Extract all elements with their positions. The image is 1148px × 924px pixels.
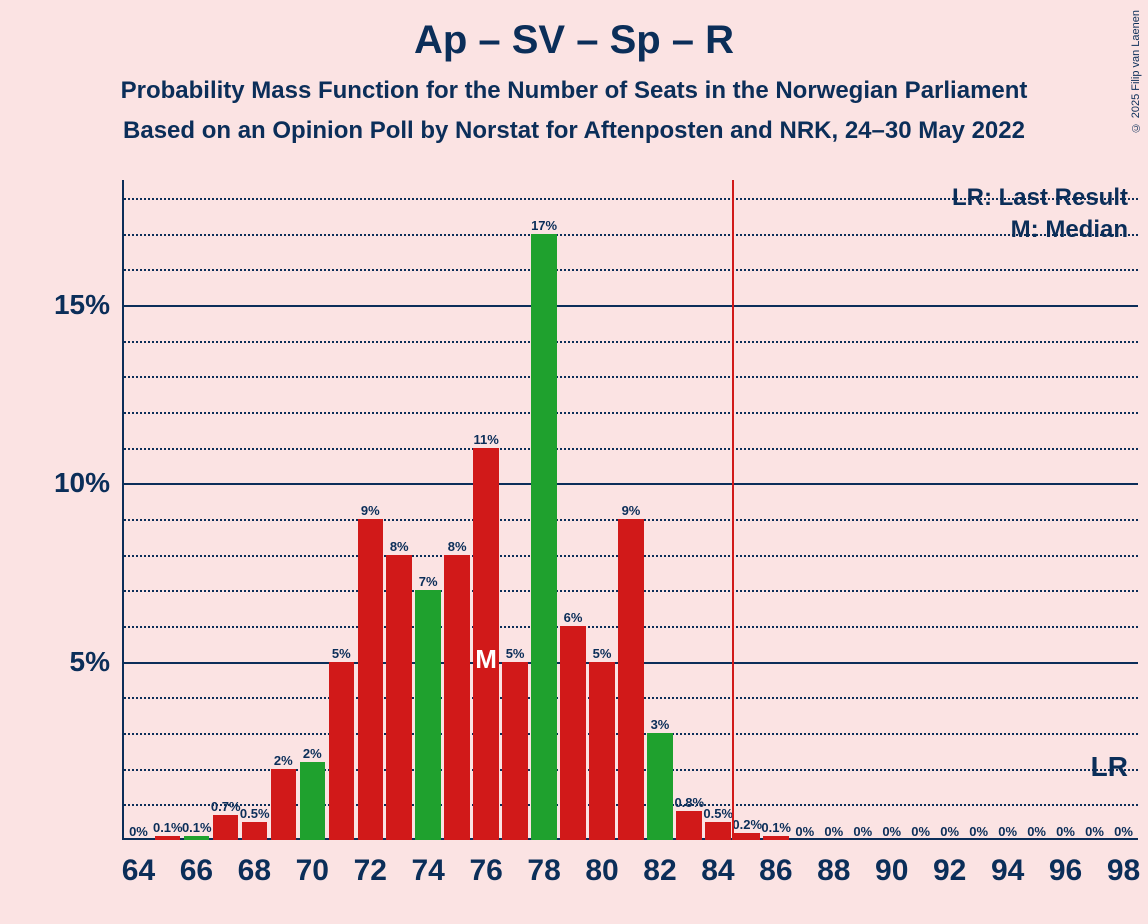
bar <box>502 662 527 840</box>
y-tick-label: 5% <box>0 646 110 678</box>
bar <box>647 733 672 840</box>
gridline <box>124 412 1138 414</box>
x-tick-label: 94 <box>979 854 1037 888</box>
bar-value-label: 0% <box>1022 824 1051 839</box>
bar <box>705 822 730 840</box>
bar <box>734 833 759 840</box>
bar <box>300 762 325 840</box>
bar-value-label: 3% <box>645 717 674 732</box>
chart-plot-area: 0%0.1%0.1%0.7%0.5%2%2%5%9%8%7%8%11%5%17%… <box>124 180 1138 840</box>
legend-last-result: LR: Last Result <box>952 184 1128 212</box>
bar-value-label: 8% <box>443 539 472 554</box>
bar <box>560 626 585 840</box>
y-axis-line <box>122 180 124 840</box>
bar-value-label: 2% <box>269 753 298 768</box>
bar <box>242 822 267 840</box>
bar-value-label: 17% <box>530 218 559 233</box>
gridline <box>124 269 1138 271</box>
x-tick-label: 92 <box>921 854 979 888</box>
gridline <box>124 341 1138 343</box>
bar-value-label: 9% <box>617 503 646 518</box>
x-tick-label: 96 <box>1037 854 1095 888</box>
legend-median: M: Median <box>1011 216 1128 244</box>
x-tick-label: 88 <box>805 854 863 888</box>
y-tick-label: 15% <box>0 289 110 321</box>
bar-value-label: 0% <box>993 824 1022 839</box>
bar <box>444 555 469 840</box>
x-tick-label: 90 <box>863 854 921 888</box>
bar-value-label: 9% <box>356 503 385 518</box>
bar-value-label: 2% <box>298 746 327 761</box>
x-tick-label: 66 <box>167 854 225 888</box>
bar-value-label: 0% <box>1080 824 1109 839</box>
bar-value-label: 0.1% <box>153 820 182 835</box>
chart-subtitle-2: Based on an Opinion Poll by Norstat for … <box>0 117 1148 145</box>
bar <box>676 811 701 840</box>
x-tick-label: 78 <box>515 854 573 888</box>
last-result-line <box>732 180 734 840</box>
x-tick-label: 74 <box>399 854 457 888</box>
bar <box>386 555 411 840</box>
bar <box>589 662 614 840</box>
bar-value-label: 0.7% <box>211 799 240 814</box>
x-tick-label: 76 <box>457 854 515 888</box>
bar <box>213 815 238 840</box>
bar <box>531 234 556 840</box>
bar-value-label: 0% <box>1109 824 1138 839</box>
x-tick-label: 84 <box>689 854 747 888</box>
bar-value-label: 0% <box>877 824 906 839</box>
bar <box>618 519 643 840</box>
median-label: M <box>472 644 501 675</box>
copyright-text: © 2025 Filip van Laenen <box>1130 10 1142 133</box>
bar-value-label: 11% <box>472 432 501 447</box>
bar-value-label: 0.1% <box>761 820 790 835</box>
x-tick-label: 86 <box>747 854 805 888</box>
y-tick-label: 10% <box>0 467 110 499</box>
bar-value-label: 5% <box>327 646 356 661</box>
bar <box>763 836 788 840</box>
bar-value-label: 6% <box>559 610 588 625</box>
x-tick-label: 64 <box>110 854 168 888</box>
bar-value-label: 7% <box>414 574 443 589</box>
x-tick-label: 70 <box>283 854 341 888</box>
gridline <box>124 483 1138 485</box>
bar-value-label: 0% <box>124 824 153 839</box>
bar-value-label: 0% <box>935 824 964 839</box>
x-tick-label: 82 <box>631 854 689 888</box>
chart-title: Ap – SV – Sp – R <box>0 0 1148 63</box>
bar-value-label: 0% <box>790 824 819 839</box>
bar-value-label: 5% <box>501 646 530 661</box>
last-result-label: LR <box>1091 751 1128 783</box>
gridline <box>124 234 1138 236</box>
bar <box>415 590 440 840</box>
bar <box>358 519 383 840</box>
bar <box>329 662 354 840</box>
bar-value-label: 0.5% <box>240 806 269 821</box>
gridline <box>124 305 1138 307</box>
bar <box>155 836 180 840</box>
bar <box>184 836 209 840</box>
x-tick-label: 98 <box>1095 854 1148 888</box>
bar-value-label: 8% <box>385 539 414 554</box>
gridline <box>124 448 1138 450</box>
bar <box>271 769 296 840</box>
bar-value-label: 0% <box>906 824 935 839</box>
bar-value-label: 0% <box>819 824 848 839</box>
chart-subtitle-1: Probability Mass Function for the Number… <box>0 77 1148 105</box>
bar-value-label: 0.2% <box>732 817 761 832</box>
bar-value-label: 0% <box>848 824 877 839</box>
gridline <box>124 376 1138 378</box>
bar-value-label: 0.8% <box>674 795 703 810</box>
x-tick-label: 68 <box>225 854 283 888</box>
bar-value-label: 0.5% <box>703 806 732 821</box>
bar-value-label: 5% <box>588 646 617 661</box>
bar-value-label: 0.1% <box>182 820 211 835</box>
x-tick-label: 72 <box>341 854 399 888</box>
bar-value-label: 0% <box>964 824 993 839</box>
x-tick-label: 80 <box>573 854 631 888</box>
bar-value-label: 0% <box>1051 824 1080 839</box>
